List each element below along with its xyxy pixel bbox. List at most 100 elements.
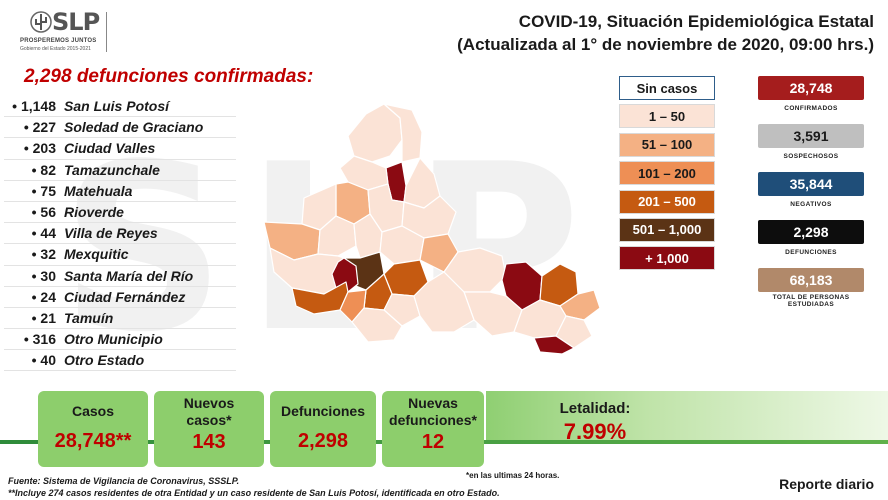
card-value: 28,748** xyxy=(54,430,132,452)
municipality-name: Ciudad Fernández xyxy=(64,288,186,305)
death-count: • 316 xyxy=(23,331,56,348)
legend-item-201-500: 201 – 500 xyxy=(619,189,715,214)
municipality-name: Villa de Reyes xyxy=(64,225,158,242)
stat-label: SOSPECHOSOS xyxy=(783,153,839,160)
stat-value: 68,183 xyxy=(758,268,864,292)
page-title: COVID-19, Situación Epidemiológica Estat… xyxy=(457,10,874,56)
death-count: • 56 xyxy=(31,204,56,221)
death-count: • 24 xyxy=(31,288,56,305)
map-region-south-2 xyxy=(351,307,403,343)
slp-logo: SLP PROSPEREMOS JUNTOS Gobierno del Esta… xyxy=(12,8,108,56)
letalidad-label: Letalidad: xyxy=(559,400,631,417)
card-nuevos-casos: Nuevos casos* 143 xyxy=(154,391,264,467)
municipality-name: Soledad de Graciano xyxy=(64,119,204,136)
map-legend: Sin casos 1 – 50 51 – 100 101 – 200 201 … xyxy=(619,76,715,275)
death-count: • 1,148 xyxy=(12,98,56,115)
list-item: • 1,148 San Luis Potosí xyxy=(4,96,236,118)
map-region-tamazunchale xyxy=(533,335,575,355)
deaths-list: • 1,148 San Luis Potosí • 227 Soledad de G… xyxy=(4,96,236,372)
stat-value: 28,748 xyxy=(758,76,864,100)
deaths-headline: 2,298 defunciones confirmadas: xyxy=(24,66,314,87)
cactus-logo-icon xyxy=(30,11,52,33)
card-value: 143 xyxy=(192,431,226,453)
card-value: 2,298 xyxy=(297,430,349,452)
card-label-line-1: Nuevas xyxy=(408,395,458,411)
stat-value: 3,591 xyxy=(758,124,864,148)
death-count: • 44 xyxy=(31,225,56,242)
logo-tagline: PROSPEREMOS JUNTOS xyxy=(20,38,97,44)
municipality-name: Otro Estado xyxy=(64,352,145,369)
card-casos: Casos 28,748** xyxy=(38,391,148,467)
list-item: • 203 Ciudad Valles xyxy=(4,138,236,160)
card-defunciones: Defunciones 2,298 xyxy=(270,391,376,467)
legend-item-none: Sin casos xyxy=(619,76,715,100)
card-label-line-1: Nuevos xyxy=(183,395,235,411)
death-count: • 21 xyxy=(31,309,56,326)
card-nuevas-defunciones: Nuevas defunciones* 12 xyxy=(382,391,484,467)
footnote-note: **Incluye 274 casos residentes de otra E… xyxy=(8,488,500,498)
stat-defunciones: 2,298 DEFUNCIONES xyxy=(758,220,864,268)
list-item: • 44 Villa de Reyes xyxy=(4,223,236,245)
municipality-name: Ciudad Valles xyxy=(64,140,156,157)
municipality-name: Tamuín xyxy=(64,309,114,326)
stat-negativos: 35,844 NEGATIVOS xyxy=(758,172,864,220)
letalidad-panel xyxy=(486,391,888,441)
municipality-name: Otro Municipio xyxy=(64,331,163,348)
stat-label: CONFIRMADOS xyxy=(784,105,838,112)
card-label: Casos xyxy=(71,403,115,419)
title-line-1: COVID-19, Situación Epidemiológica Estat… xyxy=(518,12,874,31)
death-count: • 40 xyxy=(31,352,56,369)
stat-label: NEGATIVOS xyxy=(790,201,832,208)
stat-total-estudiadas: 68,183 TOTAL DE PERSONAS ESTUDIADAS xyxy=(758,268,864,316)
death-count: • 82 xyxy=(31,161,56,178)
footnote-source: Fuente: Sistema de Vigilancia de Coronav… xyxy=(8,476,240,486)
card-label: Defunciones xyxy=(280,403,365,419)
list-item: • 56 Rioverde xyxy=(4,202,236,224)
municipality-name: Santa María del Río xyxy=(64,267,194,284)
list-item: • 21 Tamuín xyxy=(4,308,236,330)
logo-divider xyxy=(106,12,107,52)
list-item: • 32 Mexquitic xyxy=(4,244,236,266)
logo-subtitle: Gobierno del Estado 2015-2021 xyxy=(20,46,91,52)
card-label-line-2: defunciones* xyxy=(389,412,477,428)
stat-value: 2,298 xyxy=(758,220,864,244)
list-item: • 227 Soledad de Graciano xyxy=(4,117,236,139)
list-item: • 30 Santa María del Río xyxy=(4,266,236,287)
municipality-name: Mexquitic xyxy=(64,246,129,263)
death-count: • 75 xyxy=(31,182,56,199)
list-item: • 75 Matehuala xyxy=(4,181,236,202)
map-region-slp-capital xyxy=(331,257,359,293)
legend-item-1-50: 1 – 50 xyxy=(619,104,715,129)
stat-sospechosos: 3,591 SOSPECHOSOS xyxy=(758,124,864,172)
death-count: • 203 xyxy=(23,140,56,157)
municipality-name: Tamazunchale xyxy=(64,161,160,178)
municipality-name: Rioverde xyxy=(64,204,124,221)
footnote-last-24h: *en las ultimas 24 horas. xyxy=(466,471,560,480)
report-label: Reporte diario xyxy=(779,476,874,492)
letalidad-block: Letalidad: 7.99% xyxy=(520,400,670,445)
legend-item-501-1000: 501 – 1,000 xyxy=(619,217,715,242)
legend-item-101-200: 101 – 200 xyxy=(619,161,715,186)
legend-item-over-1000: + 1,000 xyxy=(619,246,715,271)
list-item: • 316 Otro Municipio xyxy=(4,329,236,351)
list-item: • 40 Otro Estado xyxy=(4,350,236,372)
map-region-south-3 xyxy=(413,271,475,333)
death-count: • 227 xyxy=(23,119,56,136)
municipality-name: Matehuala xyxy=(64,182,133,199)
death-count: • 32 xyxy=(31,246,56,263)
map-region-santa-maria xyxy=(339,289,367,323)
title-line-2: (Actualizada al 1° de noviembre de 2020,… xyxy=(457,35,874,54)
stat-value: 35,844 xyxy=(758,172,864,196)
stat-confirmados: 28,748 CONFIRMADOS xyxy=(758,76,864,124)
state-map xyxy=(263,103,601,355)
map-region-north-east xyxy=(383,103,423,163)
card-value: 12 xyxy=(421,431,445,453)
logo-brand: SLP xyxy=(52,8,100,36)
stat-label: TOTAL DE PERSONAS ESTUDIADAS xyxy=(772,294,850,308)
municipality-name: San Luis Potosí xyxy=(64,98,170,115)
stat-label: DEFUNCIONES xyxy=(785,249,837,256)
legend-item-51-100: 51 – 100 xyxy=(619,132,715,157)
list-item: • 82 Tamazunchale xyxy=(4,160,236,181)
letalidad-value: 7.99% xyxy=(563,419,627,444)
